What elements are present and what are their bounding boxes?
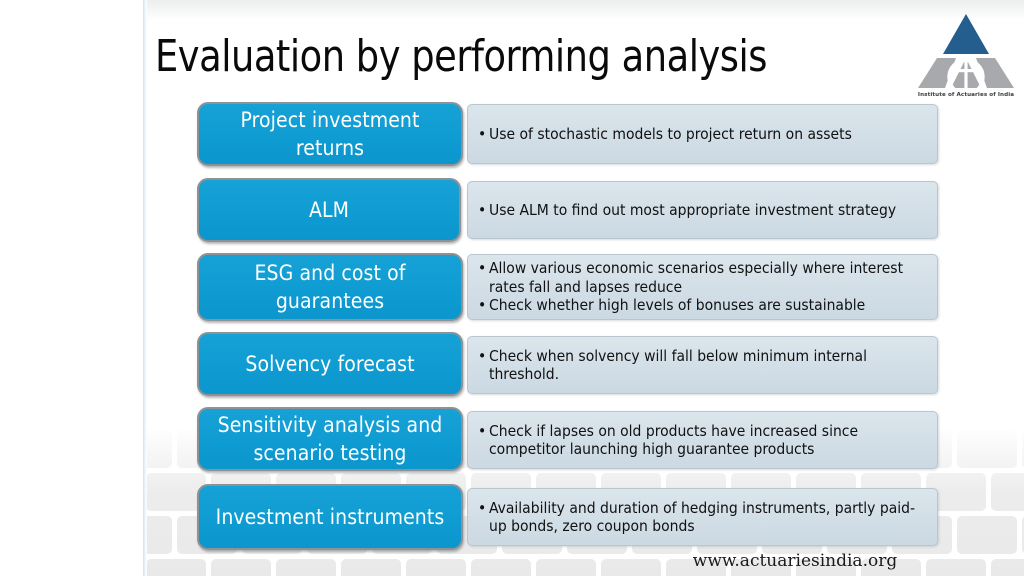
row-label-text: Investment instruments [215, 505, 445, 529]
bullet-dot-icon: • [478, 200, 487, 219]
bullet-item: • Availability and duration of hedging in… [478, 499, 929, 536]
bullet-dot-icon: • [478, 346, 487, 365]
row-label-box[interactable]: Solvency forecast [197, 332, 463, 396]
bullet-item: • Use of stochastic models to project ret… [478, 125, 929, 144]
bullet-dot-icon: • [478, 259, 487, 278]
row-label-text: ESG and cost of guarantees [254, 261, 406, 313]
background-top-band [146, 0, 1024, 20]
row-label-box[interactable]: ALM [197, 178, 461, 242]
row-description-box[interactable]: • Use ALM to find out most appropriate in… [467, 181, 938, 239]
logo-crossbar [949, 69, 983, 73]
row-label-text: ALM [308, 198, 350, 222]
logo-mark [918, 14, 1014, 94]
row-label-text: Solvency forecast [245, 352, 415, 376]
bullet-text: Allow various economic scenarios especia… [489, 259, 904, 296]
bullet-dot-icon: • [478, 498, 487, 517]
bullet-dot-icon: • [478, 296, 487, 315]
row-description-box[interactable]: • Use of stochastic models to project ret… [467, 104, 938, 164]
bullet-item: • Allow various economic scenarios especi… [478, 259, 929, 296]
row-label-text: Project investment returns [240, 108, 420, 160]
bullet-item: • Check when solvency will fall below min… [478, 347, 929, 384]
bullet-text: Check if lapses on old products have inc… [489, 421, 859, 459]
bullet-dot-icon: • [478, 124, 487, 143]
row-label-text: Sensitivity analysis and scenario testin… [217, 413, 443, 465]
logo-blue-triangle [943, 14, 989, 54]
row-label-box[interactable]: Investment instruments [197, 484, 463, 550]
row-description-box[interactable]: • Check if lapses on old products have in… [467, 411, 938, 469]
institute-logo: Institute of Actuaries of India [913, 8, 1019, 104]
logo-caption: Institute of Actuaries of India [917, 92, 1015, 98]
page-title: Evaluation by performing analysis [155, 31, 768, 82]
logo-a-stroke [957, 56, 975, 89]
bullet-text: Use of stochastic models to project retu… [489, 124, 852, 143]
row-description-box[interactable]: • Allow various economic scenarios especi… [467, 254, 938, 320]
bullet-text: Availability and duration of hedging ins… [489, 498, 916, 536]
logo-arc [947, 58, 985, 94]
bullet-text: Check whether high levels of bonuses are… [489, 296, 866, 315]
bullet-dot-icon: • [478, 421, 487, 440]
bullet-item: • Check whether high levels of bonuses ar… [478, 296, 929, 315]
row-label-box[interactable]: Sensitivity analysis and scenario testin… [197, 407, 463, 471]
row-label-box[interactable]: Project investment returns [197, 102, 463, 166]
row-description-box[interactable]: • Availability and duration of hedging in… [467, 488, 938, 546]
bullet-item: • Use ALM to find out most appropriate in… [478, 201, 929, 220]
row-description-box[interactable]: • Check when solvency will fall below min… [467, 336, 938, 394]
bullet-item: • Check if lapses on old products have in… [478, 422, 929, 459]
bullet-text: Use ALM to find out most appropriate inv… [489, 200, 897, 219]
bullet-text: Check when solvency will fall below mini… [489, 346, 867, 384]
footer-url: www.actuariesindia.org [692, 551, 898, 571]
row-label-box[interactable]: ESG and cost of guarantees [197, 253, 463, 321]
left-accent-bar-edge [143, 0, 147, 576]
